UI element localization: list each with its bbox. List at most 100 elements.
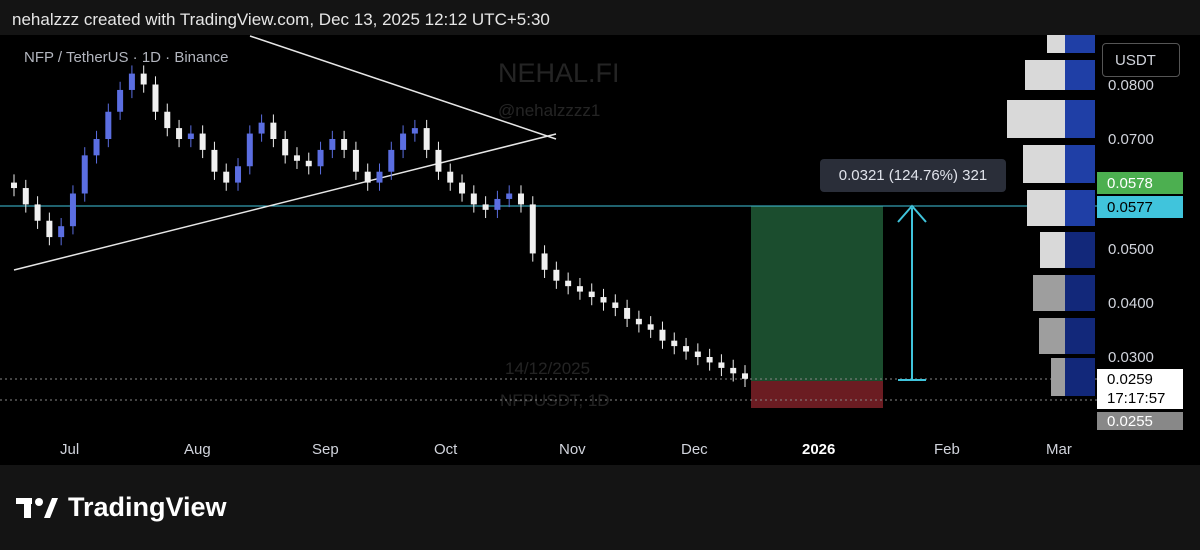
chart-area[interactable] (0, 35, 1200, 465)
candle-body (305, 160, 312, 167)
candle-body (400, 133, 407, 150)
candle-body (211, 149, 218, 172)
watermark-date: 14/12/2025 (505, 359, 591, 378)
price-label: 0.0400 (1108, 295, 1154, 312)
volume-profile-bar (1039, 318, 1065, 354)
candle-body (612, 302, 619, 308)
candle-body (423, 128, 430, 150)
time-label: Oct (434, 441, 458, 458)
currency-button[interactable]: USDT (1102, 43, 1180, 77)
candle-body (718, 362, 725, 368)
candle-body (187, 133, 194, 139)
volume-profile-bar (1065, 35, 1095, 53)
candle-body (588, 291, 595, 298)
stop-zone (751, 381, 883, 408)
candle-body (329, 139, 336, 150)
candle-body (494, 198, 501, 210)
candle-body (576, 286, 583, 292)
candle-body (459, 182, 466, 194)
volume-profile-bar (1065, 100, 1095, 138)
candle-body (293, 155, 300, 161)
candle-body (388, 149, 395, 172)
volume-profile-bar (1023, 145, 1065, 183)
candle-body (223, 171, 230, 183)
candle-body (659, 329, 666, 341)
candle-body (199, 133, 206, 150)
candle-body (694, 351, 701, 357)
watermark-brand: NEHAL.FI (498, 58, 620, 88)
candle-body (529, 204, 536, 254)
candle-body (317, 149, 324, 167)
candle-body (11, 182, 17, 189)
watermark-handle: @nehalzzzz1 (498, 101, 601, 120)
price-badge-gray: 0.0255 (1097, 412, 1183, 430)
candle-body (128, 73, 135, 90)
candle-body (624, 307, 631, 319)
candle-body (541, 253, 548, 270)
candle-body (671, 340, 678, 347)
last-price-badge: 0.0259 17:17:57 (1097, 369, 1183, 409)
time-label: Jul (60, 441, 80, 458)
candle-body (69, 193, 76, 227)
candle-body (341, 139, 348, 150)
price-label: 0.0800 (1108, 77, 1154, 94)
tradingview-logo-text: TradingView (68, 492, 227, 522)
candle-body (258, 122, 265, 134)
time-label: Dec (681, 441, 708, 458)
volume-profile-bar (1065, 190, 1095, 226)
price-badge-cyan: 0.0577 (1097, 196, 1183, 218)
candle-body (517, 193, 524, 205)
candle-body (270, 122, 277, 139)
volume-profile-bar (1065, 275, 1095, 311)
price-badge-green: 0.0578 (1097, 172, 1183, 194)
candle-body (58, 226, 65, 238)
candle-body (235, 166, 242, 183)
candle-body (282, 139, 289, 156)
price-label: 0.0700 (1108, 131, 1154, 148)
candle-body (376, 171, 383, 183)
candle-body (553, 269, 560, 281)
candle-body (742, 373, 748, 379)
candle-body (706, 357, 713, 363)
volume-profile-bar (1065, 232, 1095, 268)
watermark-symbol: NFPUSDT, 1D (500, 391, 610, 410)
candle-body (46, 220, 53, 238)
time-label: Aug (184, 441, 211, 458)
last-price: 0.0259 (1107, 371, 1153, 388)
candle-body (565, 280, 572, 287)
volume-profile-bar (1065, 60, 1095, 90)
candle-body (152, 84, 159, 112)
candle-body (470, 193, 477, 205)
time-label: Nov (559, 441, 586, 458)
candle-body (635, 318, 642, 325)
candle-body (164, 111, 171, 129)
header-credit: nehalzzz created with TradingView.com, D… (12, 10, 550, 29)
price-label: 0.0300 (1108, 349, 1154, 366)
candle-body (117, 89, 124, 112)
volume-profile-bar (1065, 318, 1095, 354)
time-label: Mar (1046, 441, 1072, 458)
candle-body (140, 73, 147, 85)
time-label: 2026 (802, 441, 836, 458)
symbol-label[interactable]: NFP / TetherUS · 1D · Binance (24, 49, 229, 66)
volume-profile-bar (1025, 60, 1065, 90)
candle-body (730, 367, 737, 374)
volume-profile-bar (1065, 358, 1095, 396)
volume-profile-bar (1007, 100, 1065, 138)
candle-body (683, 346, 690, 352)
time-label: Feb (934, 441, 960, 458)
volume-profile-bar (1065, 145, 1095, 183)
candle-body (81, 155, 88, 194)
candle-body (447, 171, 454, 183)
footer-brand: TradingView (16, 492, 227, 523)
time-label: Sep (312, 441, 339, 458)
candle-body (600, 297, 607, 303)
volume-profile-bar (1040, 232, 1065, 268)
candle-body (176, 128, 183, 139)
volume-profile-bar (1051, 358, 1065, 396)
volume-profile-bar (1027, 190, 1065, 226)
candle-body (34, 204, 41, 221)
candle-body (647, 324, 654, 330)
candle-body (246, 133, 253, 167)
